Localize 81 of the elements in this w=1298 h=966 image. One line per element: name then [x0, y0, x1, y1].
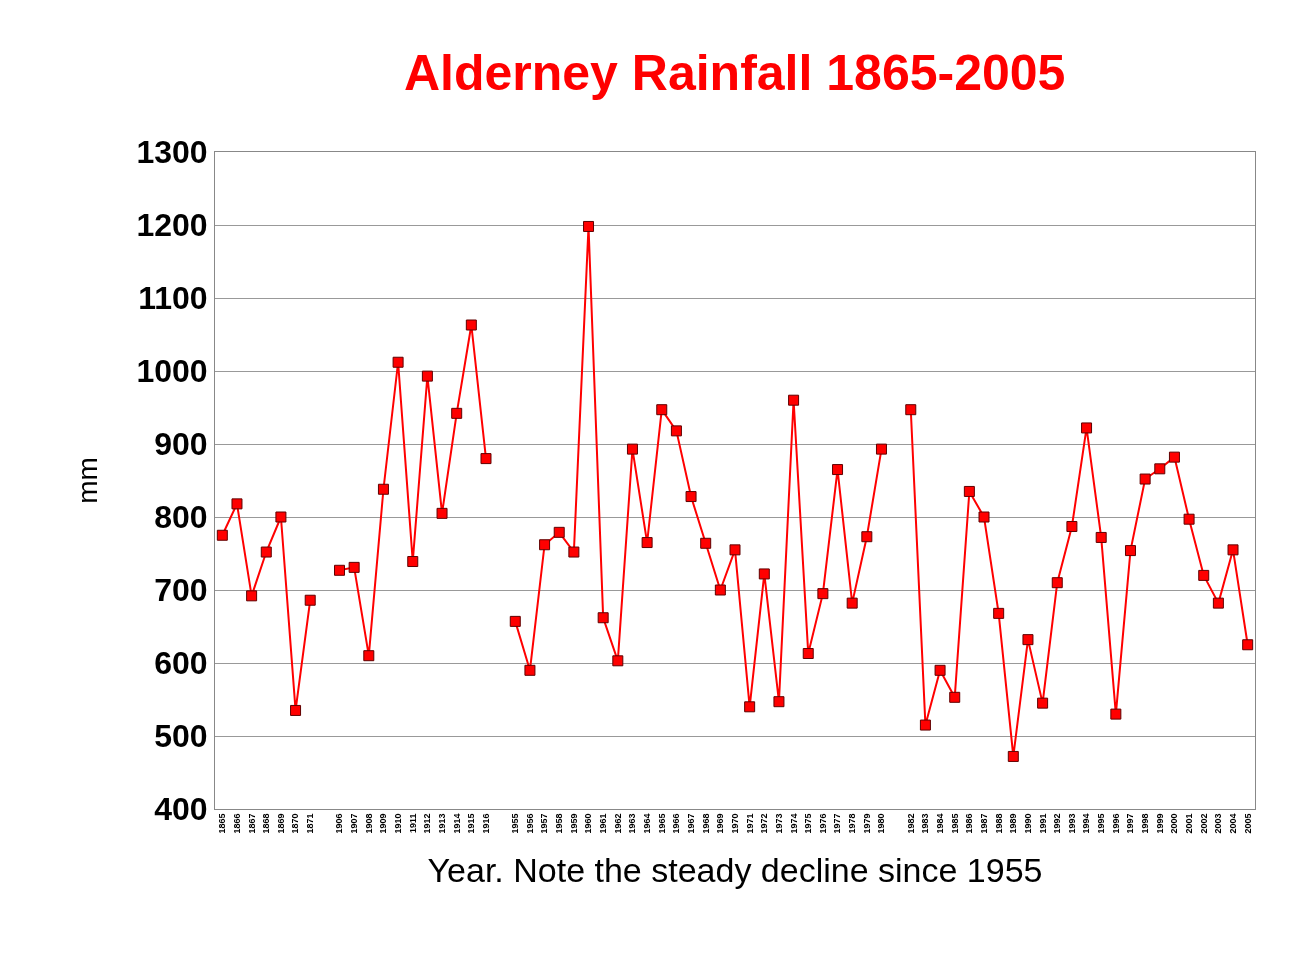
- x-tick-label: 1992: [1052, 813, 1063, 834]
- x-tick-label: 1908: [363, 813, 374, 834]
- y-axis-title: mm: [72, 457, 104, 504]
- x-tick-label: 1984: [934, 813, 945, 834]
- x-tick-label: 1991: [1037, 813, 1048, 834]
- x-tick-label: 1986: [964, 813, 975, 834]
- x-tick-label: 1915: [466, 813, 477, 834]
- x-tick-label: 1959: [568, 813, 579, 834]
- x-tick-label: 1974: [788, 813, 799, 834]
- x-tick-label: 1980: [876, 813, 887, 834]
- x-axis-title: Year. Note the steady decline since 1955: [427, 850, 1043, 889]
- x-tick-label: 1995: [1096, 813, 1107, 834]
- x-tick-label: 1977: [832, 813, 843, 834]
- x-tick-label: 1960: [583, 813, 594, 834]
- x-tick-label: 1956: [524, 813, 535, 834]
- x-tick-label: 1907: [349, 813, 360, 834]
- y-tick-label: 1000: [136, 353, 208, 390]
- x-tick-label: 1916: [480, 813, 491, 834]
- x-tick-label: 1961: [598, 813, 609, 834]
- x-tick-label: 1985: [949, 813, 960, 834]
- x-tick-label: 2002: [1198, 813, 1209, 834]
- x-tick-label: 2004: [1227, 813, 1238, 834]
- x-tick-label: 1996: [1110, 813, 1121, 834]
- y-tick-label: 700: [154, 572, 208, 609]
- x-tick-label: 1868: [261, 813, 272, 834]
- x-tick-label: 1968: [700, 813, 711, 834]
- x-tick-label: 1979: [861, 813, 872, 834]
- x-tick-label: 1982: [905, 813, 916, 834]
- x-tick-label: 1870: [290, 813, 301, 834]
- x-tick-label: 1978: [847, 813, 858, 834]
- x-tick-label: 1990: [1022, 813, 1033, 834]
- x-tick-label: 1962: [612, 813, 623, 834]
- x-tick-label: 1975: [803, 813, 814, 834]
- x-tick-label: 1867: [246, 813, 257, 834]
- x-tick-label: 1913: [436, 813, 447, 834]
- y-tick-label: 1100: [138, 280, 208, 317]
- x-tick-label: 1989: [1008, 813, 1019, 834]
- x-tick-label: 1963: [627, 813, 638, 834]
- x-tick-label: 1999: [1154, 813, 1165, 834]
- x-tick-label: 1983: [920, 813, 931, 834]
- x-tick-label: 2005: [1242, 813, 1253, 834]
- x-tick-label: 1957: [539, 813, 550, 834]
- y-tick-label: 500: [154, 718, 208, 755]
- x-tick-label: 1971: [744, 813, 755, 834]
- x-tick-label: 1976: [817, 813, 828, 834]
- x-tick-label: 1912: [422, 813, 433, 834]
- y-tick-label: 800: [154, 499, 208, 536]
- y-tick-label: 600: [154, 645, 208, 682]
- x-tick-label: 1910: [393, 813, 404, 834]
- x-tick-label: 1993: [1066, 813, 1077, 834]
- x-tick-label: 1972: [759, 813, 770, 834]
- x-tick-label: 1987: [978, 813, 989, 834]
- x-tick-label: 1994: [1081, 813, 1092, 834]
- x-tick-label: 1955: [510, 813, 521, 834]
- y-tick-label: 1200: [136, 207, 208, 244]
- x-tick-label: 1866: [231, 813, 242, 834]
- x-tick-label: 1988: [993, 813, 1004, 834]
- x-tick-label: 1909: [378, 813, 389, 834]
- x-tick-label: 1914: [451, 813, 462, 834]
- x-tick-label: 1871: [305, 813, 316, 834]
- chart-title: Alderney Rainfall 1865-2005: [403, 44, 1066, 101]
- x-tick-label: 1997: [1125, 813, 1136, 834]
- x-tick-label: 1869: [275, 813, 286, 834]
- x-tick-label: 1911: [407, 813, 418, 834]
- x-tick-label: 1973: [773, 813, 784, 834]
- x-tick-label: 1865: [217, 813, 228, 834]
- x-tick-label: 1964: [642, 813, 653, 834]
- x-tick-label: 2000: [1169, 813, 1180, 834]
- x-tick-label: 1970: [729, 813, 740, 834]
- x-tick-label: 1966: [671, 813, 682, 834]
- y-tick-label: 1300: [136, 134, 208, 171]
- y-tick-label: 400: [154, 791, 208, 828]
- x-tick-label: 1958: [554, 813, 565, 834]
- x-tick-label: 1969: [715, 813, 726, 834]
- y-tick-label: 900: [154, 426, 208, 463]
- x-tick-label: 1906: [334, 813, 345, 834]
- x-tick-label: 1998: [1140, 813, 1151, 834]
- x-tick-label: 1967: [685, 813, 696, 834]
- x-tick-label: 1965: [656, 813, 667, 834]
- x-tick-label: 2001: [1184, 813, 1195, 834]
- x-tick-label: 2003: [1213, 813, 1224, 834]
